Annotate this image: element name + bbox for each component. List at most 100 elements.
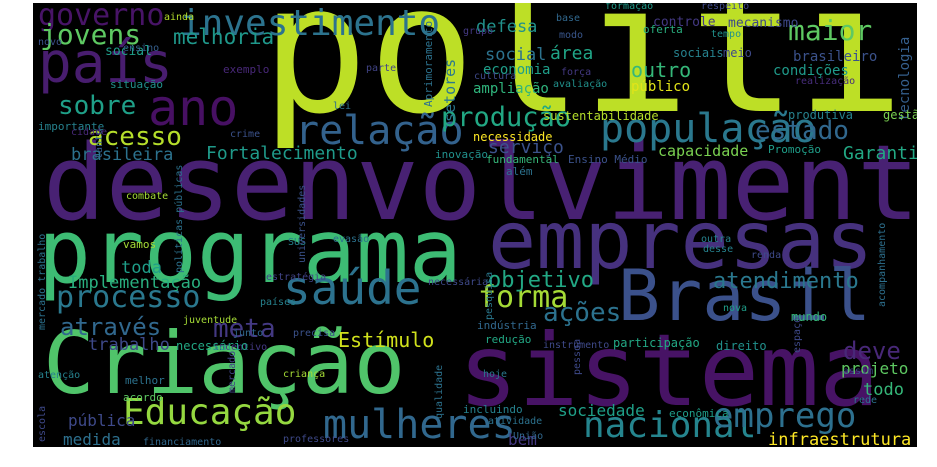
word-71: Ensino Médio (568, 153, 648, 166)
word-44: brasileira (71, 145, 174, 165)
word-50: medida (63, 430, 121, 448)
word-2: programa (38, 200, 462, 303)
word-82: parte (366, 63, 397, 74)
word-96: tempo (711, 29, 742, 40)
word-89: ainda (164, 12, 195, 23)
word-40: área (550, 43, 594, 64)
word-112: juventude (183, 315, 238, 326)
word-131: pessoa (572, 338, 583, 375)
word-3: Criação (43, 314, 406, 414)
word-119: necessário (176, 339, 249, 353)
word-14: jovens (40, 18, 142, 51)
word-31: deve (843, 337, 901, 365)
word-36: serviço (488, 137, 564, 158)
word-38: defesa (476, 17, 538, 37)
word-4: sistema (458, 312, 880, 429)
word-80: situação (110, 78, 163, 91)
word-69: inovação (435, 148, 488, 161)
word-85: avaliação (553, 79, 608, 90)
word-90: grupo (463, 26, 494, 37)
word-60: sociais (673, 46, 724, 60)
word-110: mercado trabalho (37, 233, 48, 330)
word-29: ações (543, 298, 622, 328)
word-129: criança (283, 369, 326, 380)
word-123: direito (716, 339, 767, 353)
word-9: população (600, 106, 817, 152)
word-105: pesquisa (484, 271, 495, 320)
word-81: exemplo (223, 63, 270, 76)
word-35: Garantia (843, 143, 917, 164)
word-33: Estímulo (338, 328, 435, 352)
word-55: controle (653, 15, 716, 30)
word-87: ensino (123, 43, 160, 54)
word-51: todo (863, 380, 904, 400)
word-141: União (513, 431, 544, 442)
word-53: setores (441, 58, 459, 122)
word-46: infraestrutura (768, 430, 912, 448)
word-6: Brasil (618, 255, 871, 337)
word-34: Fortalecimento (206, 143, 358, 164)
word-136: rede (853, 395, 878, 406)
word-108: renda (751, 250, 782, 261)
word-116: nova (723, 303, 748, 314)
word-120: redução (485, 333, 532, 346)
word-140: atividade (488, 416, 543, 427)
word-107: desse (703, 244, 734, 255)
word-42: Implementação (68, 273, 202, 293)
word-52: projeto (841, 359, 909, 378)
word-12: investimento (180, 3, 441, 44)
word-1: desenvolvimento (43, 122, 917, 244)
word-49: pública (68, 411, 136, 430)
word-76: cidade (71, 127, 108, 138)
word-92: base (556, 13, 581, 24)
word-128: mercado (227, 350, 238, 393)
word-13: governo (38, 3, 165, 33)
word-122: participação (613, 336, 700, 350)
word-97: combate (126, 191, 169, 202)
word-130: hoje (483, 369, 508, 380)
word-0: política (261, 3, 917, 153)
word-114: precisa (293, 328, 336, 339)
word-111: países (260, 297, 297, 308)
word-109: acompanhamento (877, 222, 888, 307)
word-100: universidades (297, 184, 308, 263)
word-77: crime (230, 129, 261, 140)
word-137: escola (37, 405, 48, 442)
word-106: outra (701, 234, 732, 245)
word-45: capacidade (658, 142, 749, 160)
word-68: necessidade (473, 130, 553, 144)
word-61: meio (723, 46, 752, 60)
word-30: atendimento (713, 269, 859, 294)
word-22: estado (755, 116, 849, 146)
word-39: social (485, 45, 547, 65)
word-118: incentivo (213, 342, 268, 353)
word-63: ampliação (473, 81, 549, 97)
word-79: Aprimoramento (422, 20, 435, 107)
word-72: Promoção (768, 143, 821, 156)
word-94: respeito (701, 3, 750, 12)
word-138: financiamento (143, 437, 222, 448)
word-57: brasileiro (793, 49, 878, 65)
word-134: incluindo (463, 403, 523, 416)
word-103: estratégia (266, 272, 327, 283)
word-104: necessária (428, 277, 489, 288)
word-18: emprego (713, 396, 857, 436)
word-37: outro (631, 58, 692, 82)
word-127: melhor (125, 374, 165, 387)
word-66: gestão (883, 108, 917, 122)
word-32: objetivo (488, 268, 594, 293)
word-126: atenção (38, 370, 81, 381)
word-98: SUS (288, 237, 307, 248)
word-99: políticas públicas (174, 164, 185, 273)
word-83: cultura (474, 71, 517, 82)
word-5: empresas (488, 194, 874, 287)
word-88: novo (38, 37, 63, 48)
word-139: professores (283, 434, 350, 445)
word-54: mecanismo (728, 16, 799, 31)
word-67: sustentabilidade (543, 109, 659, 123)
word-27: maior (788, 14, 873, 47)
word-cloud: políticadesenvolvimentoprograma Criação si… (33, 3, 917, 447)
word-78: lei (333, 101, 352, 112)
word-64: público (631, 79, 691, 95)
word-28: melhoria (173, 25, 275, 49)
